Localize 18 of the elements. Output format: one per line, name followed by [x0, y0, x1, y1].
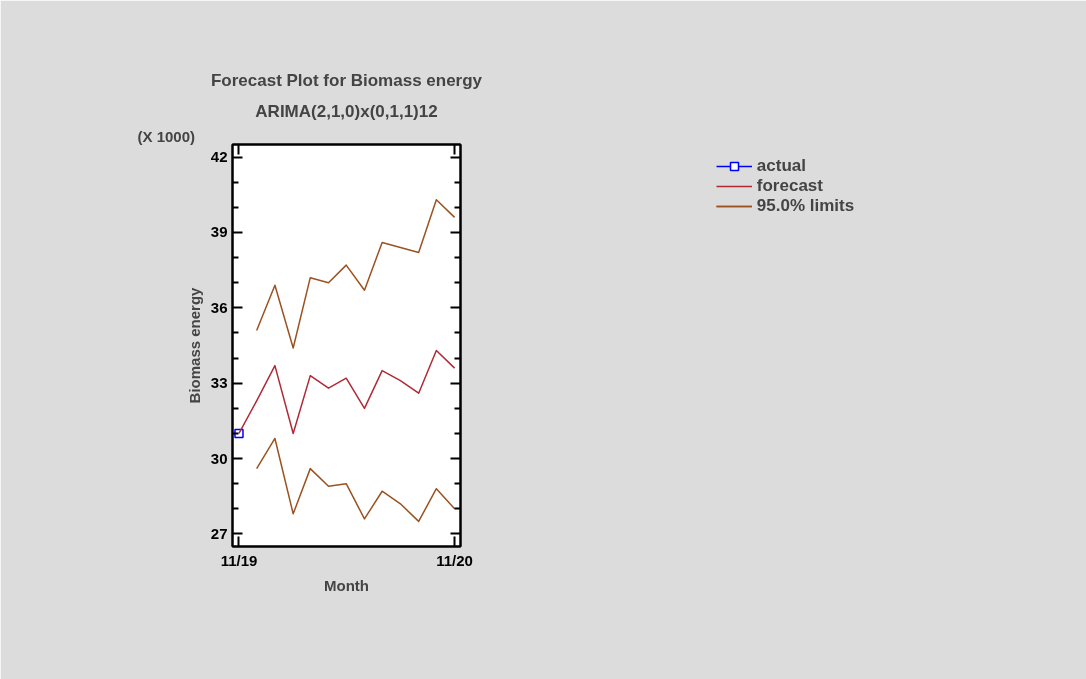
line-series — [255, 199, 456, 349]
text: (X 1000) — [137, 127, 196, 145]
y-tick-label: 39 — [210, 223, 228, 241]
x-tick-label: 11/20 — [436, 551, 473, 569]
y-tick-label: 42 — [210, 148, 228, 166]
legend-label: forecast — [756, 176, 823, 196]
legend-label: actual — [756, 156, 806, 176]
line-series — [255, 437, 456, 523]
y-tick-label: 33 — [210, 374, 228, 392]
y-axis-title: Biomass energy — [185, 286, 203, 404]
x-tick-label: 11/19 — [220, 551, 258, 569]
x-axis-title: Month — [324, 576, 369, 594]
legend-label: 95.0% limits — [756, 196, 855, 216]
chart-subtitle: ARIMA(2,1,0)x(0,1,1)12 — [255, 101, 438, 121]
y-tick-label: 36 — [210, 298, 228, 316]
chart-title: Forecast Plot for Biomass energy — [210, 70, 483, 90]
y-tick-label: 27 — [210, 524, 228, 542]
y-tick-label: 30 — [210, 449, 228, 467]
